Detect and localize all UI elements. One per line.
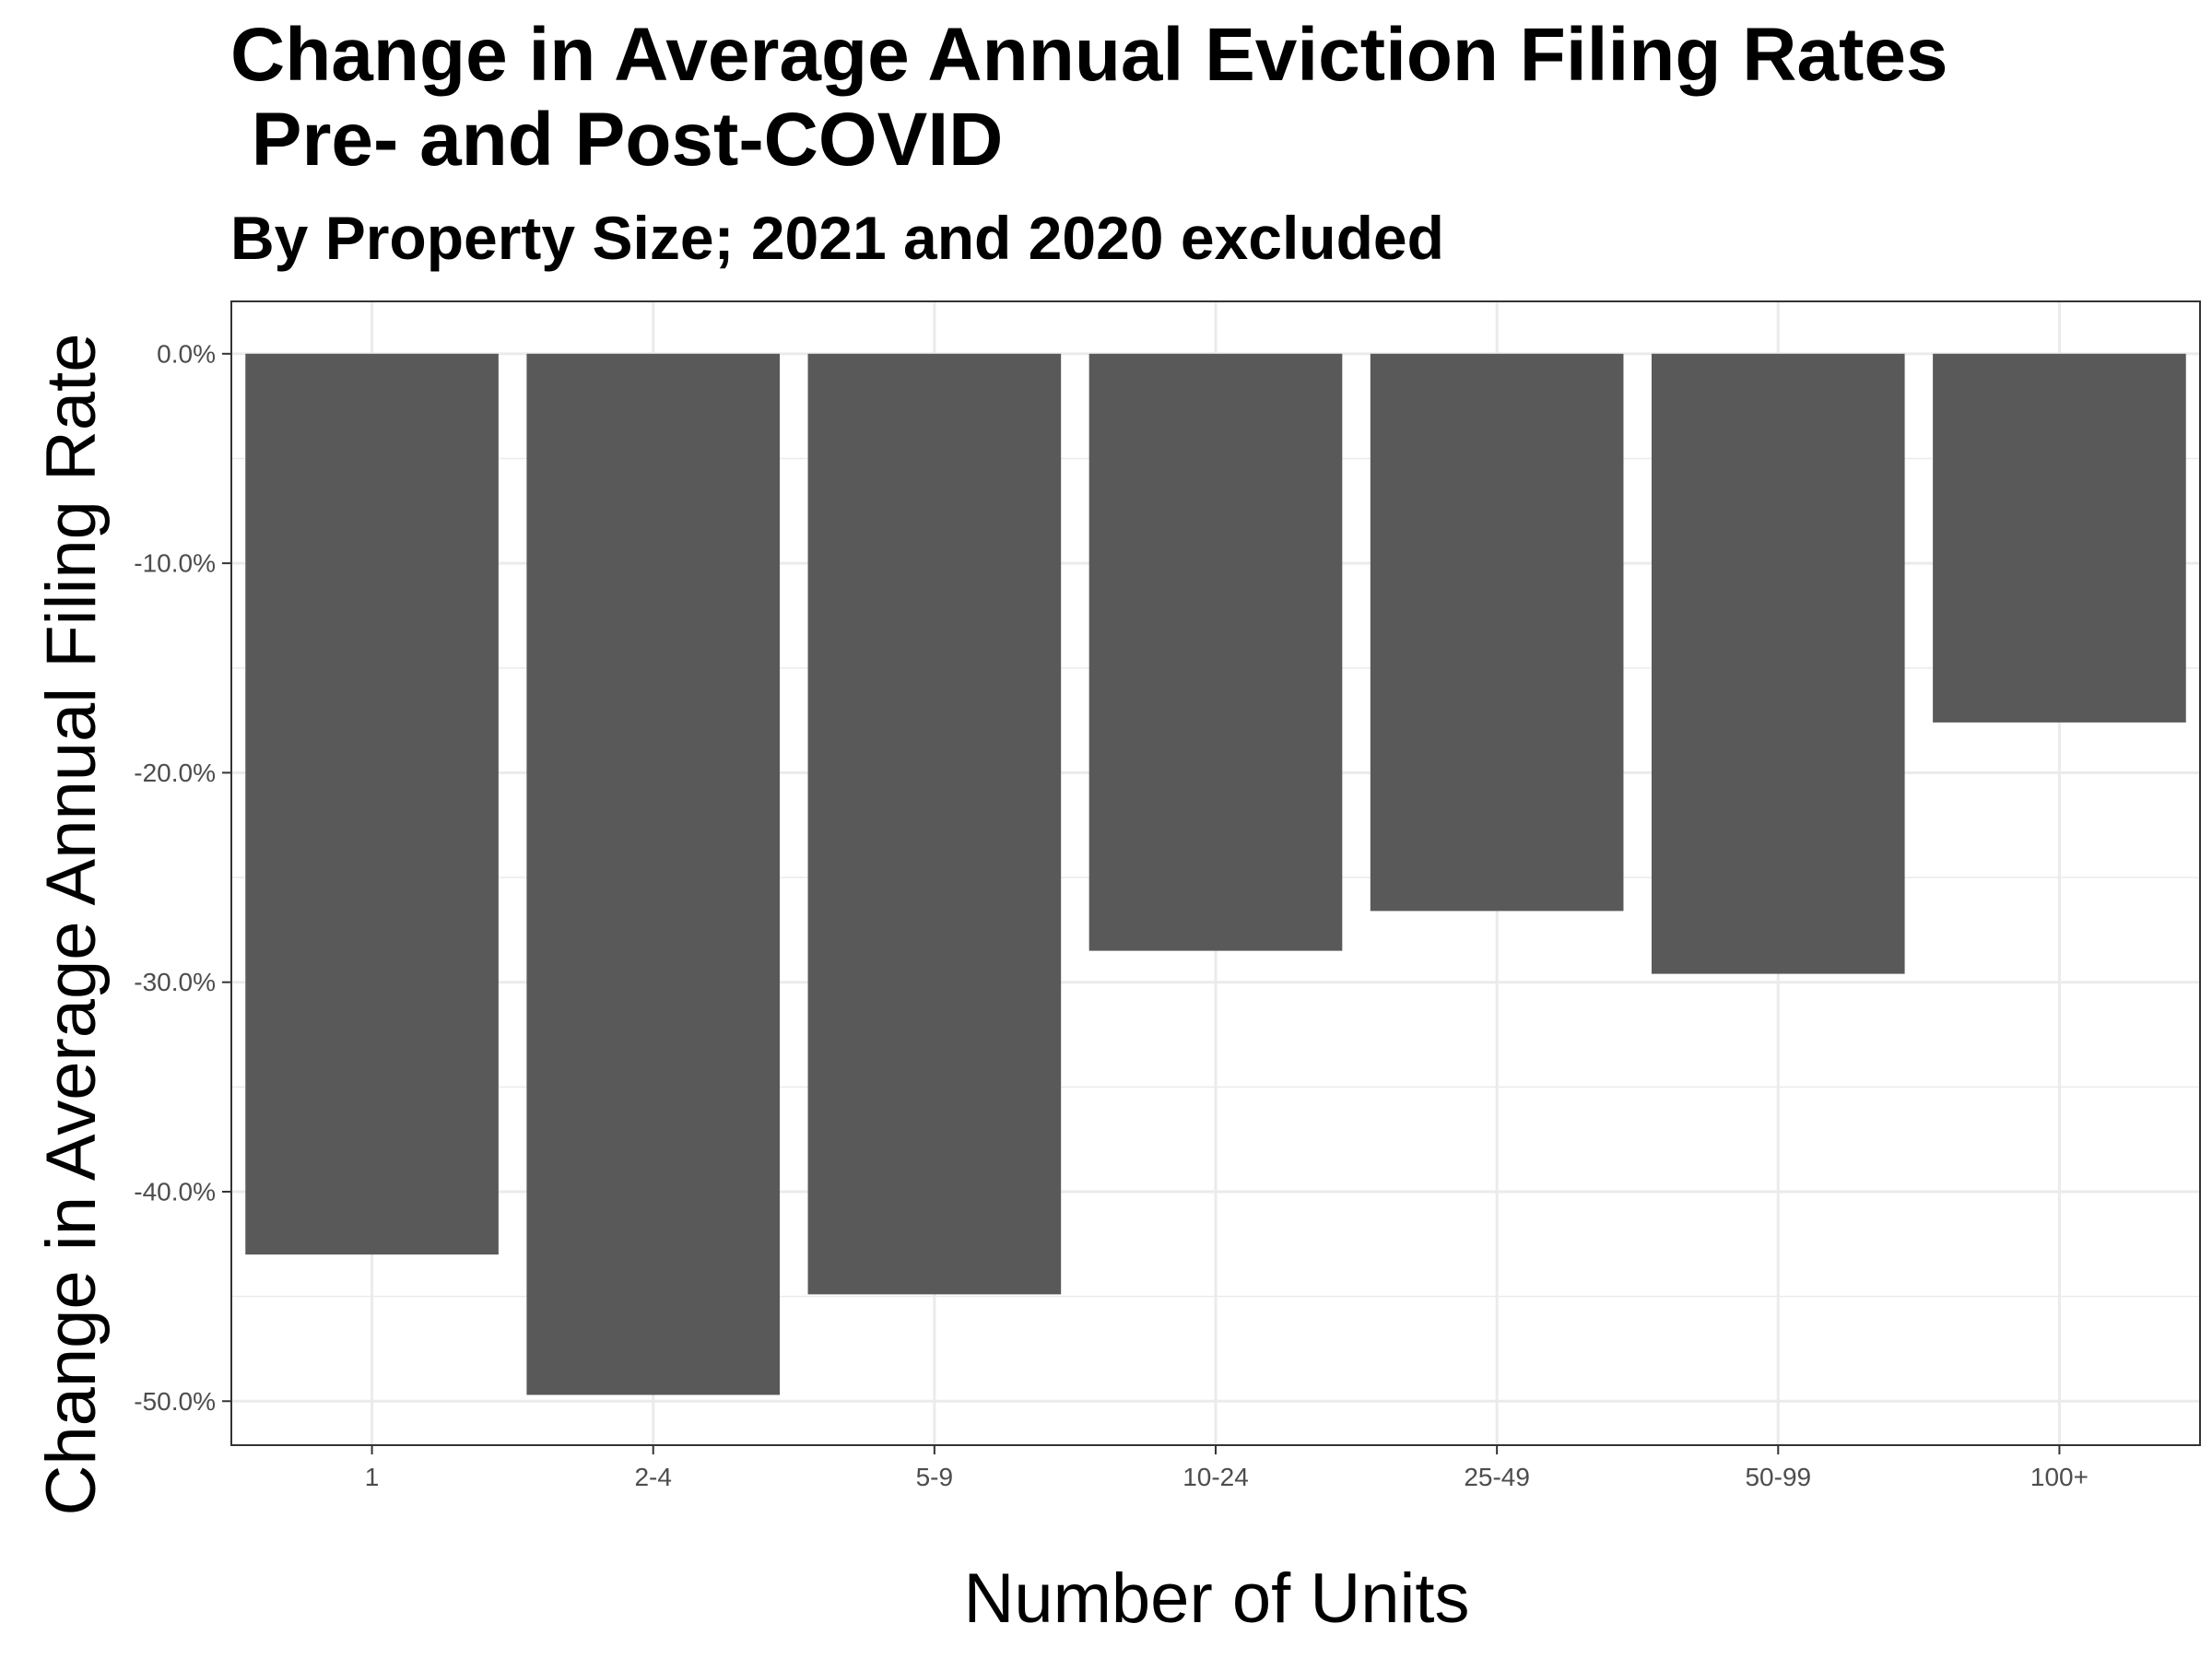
y-axis: 0.0% -10.0% -20.0% -30.0% -40.0% -50.0% (134, 339, 231, 1416)
chart-subtitle: By Property Size; 2021 and 2020 excluded (230, 204, 1444, 272)
x-tick-label: 25-49 (1464, 1463, 1530, 1491)
y-tick-label: -20.0% (134, 759, 216, 787)
bar-50-99 (1651, 353, 1905, 974)
x-tick-label: 1 (365, 1463, 380, 1491)
bar-2-4 (526, 353, 781, 1395)
x-tick-label: 10-24 (1182, 1463, 1249, 1491)
y-tick-label: -30.0% (134, 968, 216, 996)
bar-5-9 (807, 353, 1062, 1295)
y-tick-label: -40.0% (134, 1177, 216, 1206)
x-axis: 1 2-4 5-9 10-24 25-49 50-99 100+ (365, 1445, 2088, 1491)
bar-25-49 (1370, 353, 1624, 912)
x-tick-label: 100+ (2030, 1463, 2088, 1491)
x-tick-label: 50-99 (1745, 1463, 1811, 1491)
y-axis-title: Change in Average Annual Filing Rate (32, 333, 111, 1516)
y-tick-label: 0.0% (157, 339, 216, 368)
bar-1 (245, 353, 499, 1255)
x-tick-label: 2-4 (634, 1463, 671, 1491)
bars (245, 353, 2186, 1395)
bar-10-24 (1088, 353, 1343, 951)
x-axis-title: Number of Units (963, 1559, 1470, 1638)
bar-100+ (1933, 353, 2186, 723)
chart-title: Change in Average Annual Eviction Filing… (230, 13, 1948, 182)
x-tick-label: 5-9 (916, 1463, 953, 1491)
y-tick-label: -50.0% (134, 1387, 216, 1416)
y-tick-label: -10.0% (134, 549, 216, 578)
